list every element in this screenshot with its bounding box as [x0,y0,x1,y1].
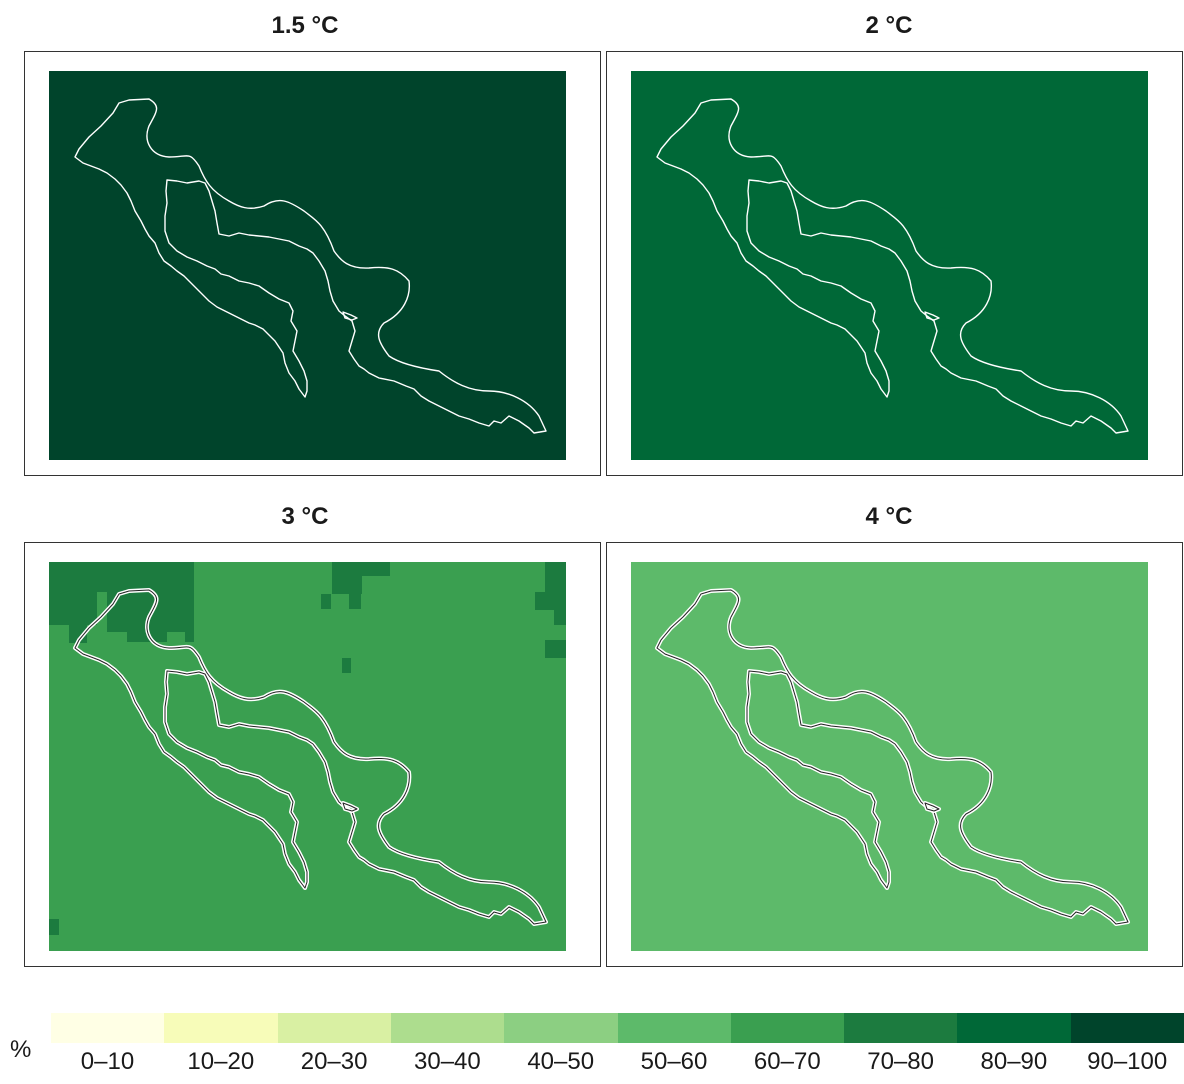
lake-outline [924,802,940,812]
legend-unit: % [10,1036,32,1063]
panel-title-2: 2 °C [865,12,913,39]
legend-swatch [164,1013,279,1043]
map-background [49,71,566,460]
legend-label: 70–80 [867,1048,934,1075]
legend-label: 90–100 [1087,1048,1168,1075]
panel-title-1: 1.5 °C [271,12,339,39]
legend-swatch [617,1013,732,1043]
legend-label: 60–70 [753,1048,821,1075]
region-outline [655,588,1130,926]
lake-outline [342,802,358,812]
map-panel-3 [24,542,601,967]
map-panel-1 [24,51,601,476]
basin-outline [656,589,1129,925]
legend-label: 20–30 [300,1048,368,1075]
legend-swatch [504,1013,618,1043]
legend-swatch [844,1013,958,1043]
basin-outline [74,589,547,925]
map-background [631,562,1148,951]
legend-label: 50–60 [640,1048,708,1075]
basin-outline [74,98,547,434]
region-outline [656,98,1129,434]
region-outline [73,588,548,926]
basin-outline [656,98,1129,434]
map-4 [631,562,1148,951]
legend-label: 80–90 [980,1048,1048,1075]
legend-swatch [51,1013,165,1043]
lake-outline [924,311,940,321]
legend-swatch [277,1013,392,1043]
map-1 [49,71,566,460]
map-panel-2 [606,51,1183,476]
panel-title-4: 4 °C [865,503,913,530]
map-2 [631,71,1148,460]
map-panel-4 [606,542,1183,967]
legend-label: 10–20 [187,1048,255,1075]
legend-swatch [730,1013,845,1043]
legend-swatch [1070,1013,1184,1043]
lake-outline [342,311,358,321]
legend-swatch [390,1013,505,1043]
panel-title-3: 3 °C [281,503,329,530]
legend-swatch [957,1013,1072,1043]
region-outline [74,98,547,434]
dark-grid-cells [49,562,566,935]
legend-label: 30–40 [414,1048,481,1075]
map-3 [49,562,566,951]
legend-label: 40–50 [527,1048,595,1075]
map-background [631,71,1148,460]
legend-label: 0–10 [80,1048,135,1075]
